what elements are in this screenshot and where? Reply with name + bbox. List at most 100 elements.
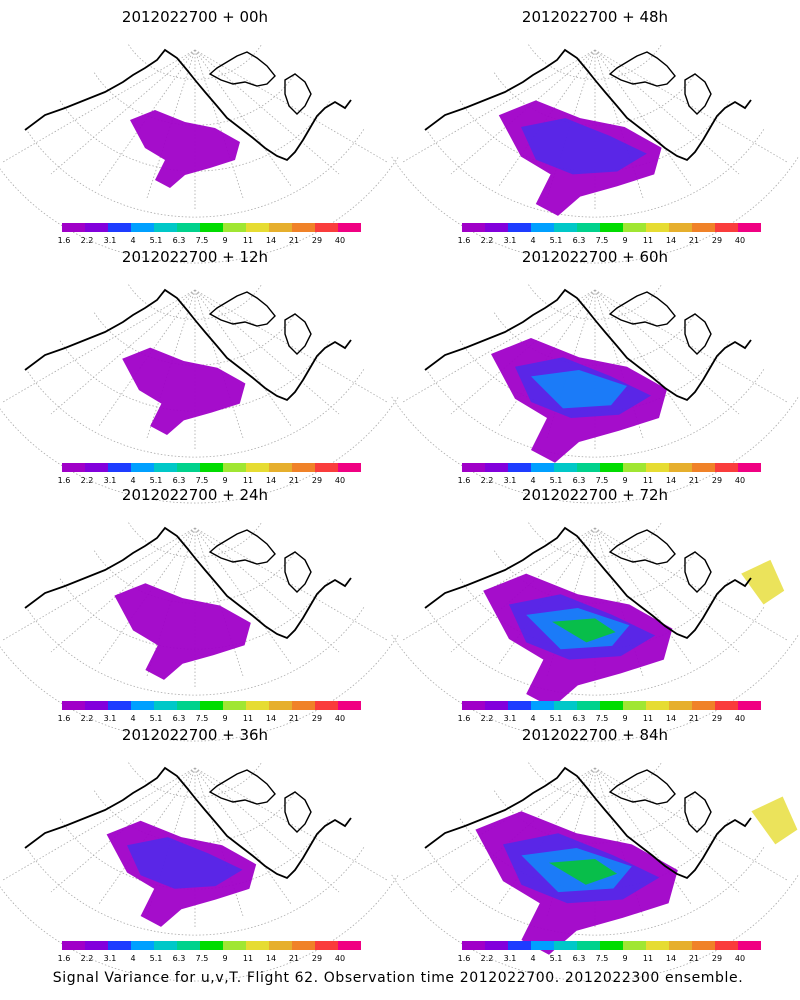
coastline — [24, 526, 352, 640]
colorbar-label: 11 — [643, 714, 653, 723]
meridian-line — [194, 527, 244, 677]
colorbar-swatch — [462, 941, 485, 950]
latitude-circle — [425, 368, 765, 458]
colorbar-swatch — [131, 463, 154, 472]
colorbar-swatch — [131, 701, 154, 710]
colorbar-swatch — [554, 223, 577, 232]
colorbar: 1.6 2.2 3.1 4 5.1 6.3 7.5 9 11 14 21 29 40 — [458, 463, 761, 485]
colorbar-swatch — [646, 223, 669, 232]
coastline-arctic-islands — [608, 51, 676, 87]
colorbar-label: 5.1 — [550, 236, 563, 245]
colorbar-label: 6.3 — [573, 236, 586, 245]
colorbar-swatch — [131, 941, 154, 950]
colorbar-label: 1.6 — [458, 714, 471, 723]
meridian-line — [594, 767, 740, 893]
colorbar-swatch — [246, 941, 269, 950]
colorbar-label: 9 — [622, 476, 627, 485]
colorbar-label: 14 — [266, 236, 276, 245]
colorbar-label: 1.6 — [458, 236, 471, 245]
colorbar: 1.6 2.2 3.1 4 5.1 6.3 7.5 9 11 14 21 29 40 — [58, 223, 361, 245]
colorbar-label: 6.3 — [173, 476, 186, 485]
colorbar-label: 14 — [266, 476, 276, 485]
coastline-greenland — [684, 73, 712, 115]
colorbar-label: 4 — [130, 954, 135, 963]
colorbar: 1.6 2.2 3.1 4 5.1 6.3 7.5 9 11 14 21 29 40 — [58, 463, 361, 485]
colorbar-label: 3.1 — [504, 954, 517, 963]
colorbar-label: 21 — [289, 954, 299, 963]
colorbar-swatch — [200, 463, 223, 472]
map-area — [0, 762, 399, 982]
colorbar-label: 21 — [289, 476, 299, 485]
colorbar-label: 21 — [689, 714, 699, 723]
variance-region-peak-east — [751, 796, 798, 845]
colorbar-swatch — [246, 223, 269, 232]
colorbar-label: 21 — [689, 954, 699, 963]
colorbar-swatch — [462, 701, 485, 710]
panel-title: 2012022700 + 60h — [522, 248, 668, 266]
colorbar-swatch — [154, 701, 177, 710]
colorbar-swatch — [485, 701, 508, 710]
map-area — [0, 522, 399, 742]
colorbar-swatch — [738, 701, 761, 710]
colorbar: 1.6 2.2 3.1 4 5.1 6.3 7.5 9 11 14 21 29 40 — [458, 701, 761, 723]
map-panel: 2012022700 + 60h 1.6 2.2 3.1 4 5.1 6.3 7.5 9 11 14… — [391, 248, 799, 504]
latitude-circle — [25, 606, 365, 696]
colorbar-swatch — [485, 463, 508, 472]
colorbar-swatch — [531, 941, 554, 950]
colorbar-swatch — [508, 223, 531, 232]
colorbar-label: 14 — [266, 954, 276, 963]
colorbar-swatch — [600, 463, 623, 472]
colorbar-label: 14 — [666, 954, 676, 963]
colorbar-label: 40 — [335, 476, 345, 485]
colorbar-label: 1.6 — [58, 714, 71, 723]
map-area — [391, 284, 799, 504]
colorbar-label: 4 — [530, 476, 535, 485]
colorbar-swatch — [154, 941, 177, 950]
latitude-circle — [391, 874, 799, 982]
colorbar-swatch — [62, 463, 85, 472]
colorbar-swatch — [577, 701, 600, 710]
colorbar-swatch — [508, 701, 531, 710]
colorbar-label: 2.2 — [481, 236, 494, 245]
colorbar-swatch — [554, 941, 577, 950]
colorbar-label: 9 — [222, 236, 227, 245]
colorbar-label: 21 — [689, 476, 699, 485]
colorbar-label: 40 — [735, 476, 745, 485]
coastline-greenland — [684, 551, 712, 593]
colorbar-label: 1.6 — [458, 476, 471, 485]
coastline-greenland — [284, 313, 312, 355]
colorbar-label: 2.2 — [481, 714, 494, 723]
meridian-line — [194, 49, 244, 199]
colorbar-swatch — [223, 223, 246, 232]
colorbar-label: 14 — [666, 476, 676, 485]
colorbar-label: 3.1 — [504, 714, 517, 723]
variance-region — [130, 110, 240, 188]
colorbar-swatch — [462, 463, 485, 472]
colorbar-label: 4 — [530, 954, 535, 963]
coastline-arctic-islands — [208, 51, 276, 87]
colorbar-label: 40 — [735, 954, 745, 963]
colorbar-swatch — [669, 463, 692, 472]
colorbar-label: 3.1 — [104, 954, 117, 963]
colorbar-swatch — [85, 701, 108, 710]
colorbar-swatch — [715, 701, 738, 710]
latitude-circle — [493, 312, 697, 366]
map-area — [391, 522, 799, 742]
colorbar-swatch — [200, 941, 223, 950]
latitude-circle — [425, 606, 765, 696]
colorbar-label: 5.1 — [550, 954, 563, 963]
colorbar-swatch — [600, 223, 623, 232]
meridian-line — [594, 289, 740, 415]
colorbar-label: 7.5 — [196, 476, 209, 485]
colorbar-swatch — [223, 941, 246, 950]
colorbar-swatch — [315, 223, 338, 232]
colorbar-label: 11 — [243, 236, 253, 245]
meridian-line — [194, 49, 340, 175]
colorbar-label: 2.2 — [481, 954, 494, 963]
colorbar-swatch — [623, 463, 646, 472]
latitude-circle — [0, 156, 399, 264]
panel-title: 2012022700 + 00h — [122, 8, 268, 26]
colorbar-swatch — [292, 223, 315, 232]
colorbar-label: 29 — [712, 714, 722, 723]
colorbar-swatch — [315, 701, 338, 710]
